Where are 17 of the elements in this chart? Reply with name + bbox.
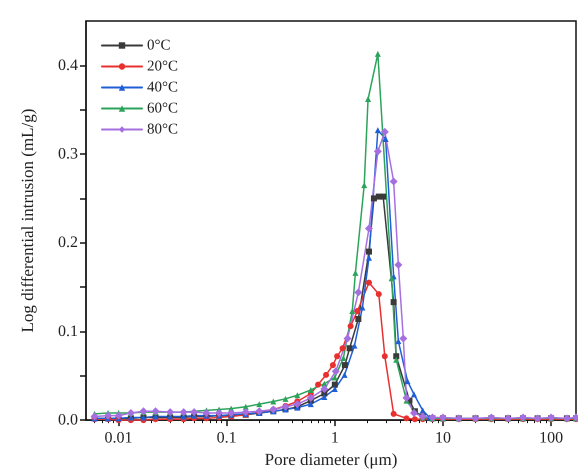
x-tick-label: 1 (330, 430, 339, 447)
x-tick-label: 0.1 (216, 430, 237, 447)
y-tick-label: 0.0 (58, 412, 78, 429)
legend-label: 0°C (147, 38, 171, 54)
y-tick-label: 0.4 (58, 56, 78, 74)
x-axis-title: Pore diameter (μm) (264, 450, 398, 469)
legend-label: 20°C (147, 58, 178, 74)
legend-label: 40°C (147, 80, 178, 96)
y-tick-label: 0.1 (58, 322, 78, 340)
y-axis-title: Log differential intrusion (mL/g) (18, 108, 37, 333)
x-tick-label: 100 (539, 430, 564, 447)
legend-label: 80°C (147, 122, 178, 138)
y-tick-label: 0.2 (58, 234, 78, 252)
x-tick-label: 0.01 (104, 430, 133, 447)
y-tick-label: 0.3 (58, 146, 78, 163)
x-tick-label: 10 (434, 430, 451, 447)
legend-label: 60°C (147, 100, 178, 116)
